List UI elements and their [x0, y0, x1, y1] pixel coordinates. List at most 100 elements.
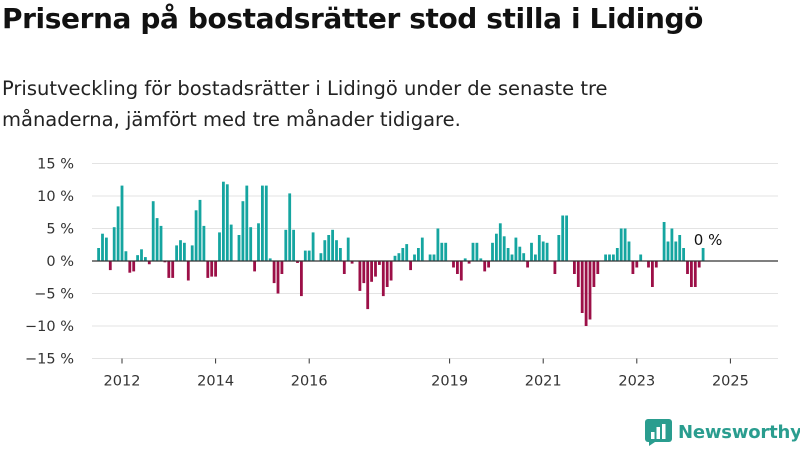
bar — [335, 240, 338, 261]
bar — [619, 228, 623, 261]
bar — [179, 240, 182, 261]
bar — [432, 254, 436, 261]
bar — [346, 237, 350, 261]
bar — [323, 240, 327, 261]
bar — [494, 233, 498, 261]
bar — [592, 261, 596, 287]
bar — [338, 248, 342, 261]
bar — [292, 229, 296, 261]
bar — [350, 261, 354, 264]
bar — [635, 261, 639, 268]
bar — [253, 261, 257, 272]
bar — [112, 227, 116, 261]
x-tick-label: 2012 — [104, 374, 141, 390]
bar — [186, 261, 190, 281]
bar — [358, 261, 362, 291]
bar — [397, 253, 401, 261]
y-tick-label: 5 % — [46, 222, 74, 238]
bar — [440, 242, 444, 261]
bar — [670, 228, 674, 261]
bar — [229, 224, 233, 261]
x-tick-label: 2016 — [291, 374, 328, 390]
bar — [331, 229, 335, 261]
chart-subtitle: Prisutveckling för bostadsrätter i Lidin… — [2, 77, 608, 131]
bar — [678, 235, 682, 261]
bar — [596, 261, 600, 274]
bar — [151, 201, 155, 261]
y-tick-label: −5 % — [34, 287, 74, 303]
bar — [682, 248, 686, 261]
bar — [491, 242, 494, 261]
bar — [257, 223, 260, 261]
bar — [296, 261, 299, 263]
bar — [674, 241, 678, 261]
x-tick-label: 2019 — [431, 374, 468, 390]
bar — [647, 261, 650, 268]
bar — [467, 261, 471, 264]
bar — [420, 237, 424, 261]
bar — [409, 261, 413, 271]
bar — [221, 181, 225, 261]
bar — [455, 261, 459, 274]
bar — [307, 250, 311, 261]
bar — [463, 258, 467, 261]
bar — [182, 242, 186, 261]
bar — [608, 254, 611, 261]
bar — [385, 261, 389, 287]
bar — [639, 254, 643, 261]
bar — [631, 261, 635, 274]
bar — [615, 248, 619, 261]
bar — [541, 241, 545, 261]
bar — [502, 236, 506, 261]
bar — [459, 261, 463, 281]
bar — [381, 261, 385, 297]
bar — [155, 218, 159, 261]
bar — [623, 228, 627, 261]
bar — [280, 261, 284, 274]
bar — [97, 248, 101, 261]
brand-name: Newsworthy — [678, 422, 800, 443]
bar — [553, 261, 557, 274]
bar — [206, 261, 210, 278]
bar — [537, 235, 541, 261]
bar — [249, 227, 253, 261]
data-label: 0 % — [694, 231, 723, 249]
bar — [140, 249, 143, 261]
bar — [580, 261, 584, 313]
bar — [241, 201, 245, 261]
bar — [362, 261, 366, 284]
bar — [225, 184, 229, 261]
x-tick-label: 2014 — [197, 374, 234, 390]
bar — [288, 193, 292, 261]
bar — [393, 255, 397, 261]
bar — [214, 261, 218, 277]
bar — [510, 254, 514, 261]
bar — [689, 261, 693, 287]
bar — [514, 237, 518, 261]
bar — [654, 261, 658, 268]
y-tick-label: −10 % — [25, 319, 74, 335]
bar — [693, 261, 697, 287]
x-tick-label: 2023 — [618, 374, 655, 390]
bar — [428, 254, 432, 261]
bar — [272, 261, 276, 284]
bar — [436, 228, 440, 261]
y-tick-label: 15 % — [37, 157, 74, 173]
bar — [506, 248, 510, 261]
bar — [697, 261, 701, 268]
y-tick-label: −15 % — [25, 352, 74, 368]
bar — [565, 215, 569, 261]
bar — [143, 257, 147, 261]
x-tick-label: 2025 — [712, 374, 749, 390]
bar — [218, 232, 221, 261]
bar — [518, 246, 522, 261]
bar — [413, 254, 416, 261]
bar — [245, 185, 249, 261]
bar — [124, 251, 128, 261]
bar — [319, 253, 323, 261]
bar — [268, 258, 272, 261]
bar — [264, 185, 268, 261]
bar — [171, 261, 175, 278]
bar — [588, 261, 592, 320]
